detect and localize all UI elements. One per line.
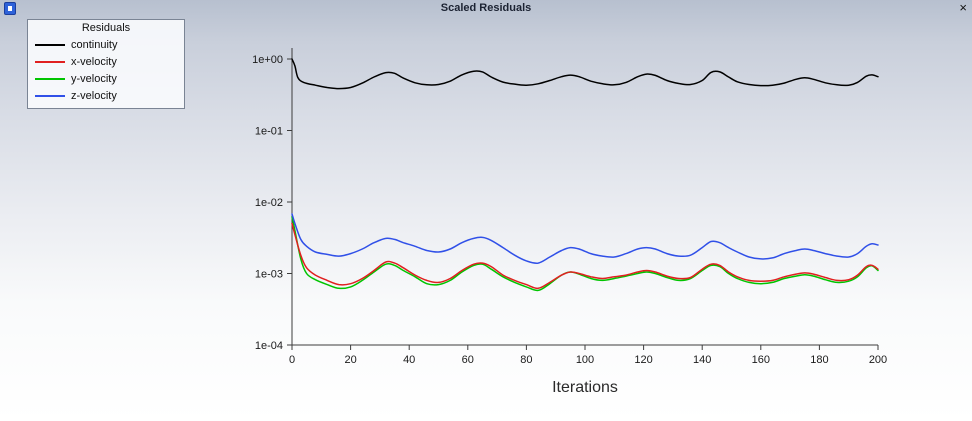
legend-item-label: y-velocity <box>71 72 117 85</box>
series-continuity <box>291 58 879 90</box>
x-tick-label: 160 <box>752 354 770 366</box>
legend-items: continuity x-velocity y-velocity z-velocity <box>28 36 184 104</box>
series-x-velocity <box>291 222 879 290</box>
legend-item-label: z-velocity <box>71 89 117 102</box>
x-axis-label: Iterations <box>552 379 618 396</box>
x-tick-label: 180 <box>810 354 828 366</box>
legend-item: continuity <box>28 36 184 53</box>
legend-line-sample <box>35 77 65 80</box>
x-tick-label: 100 <box>576 354 594 366</box>
window-icon[interactable] <box>4 2 16 15</box>
y-tick-label: 1e-01 <box>255 126 283 138</box>
x-tick-label: 40 <box>403 354 415 366</box>
close-icon[interactable]: × <box>959 0 967 15</box>
legend-item-label: continuity <box>71 38 118 51</box>
y-tick-label: 1e-04 <box>255 340 283 352</box>
legend-item: x-velocity <box>28 53 184 70</box>
x-tick-label: 0 <box>289 354 295 366</box>
x-tick-label: 120 <box>634 354 652 366</box>
x-tick-label: 80 <box>520 354 532 366</box>
page-title: Scaled Residuals <box>440 2 532 14</box>
legend-item: z-velocity <box>28 87 184 104</box>
legend-item: y-velocity <box>28 70 184 87</box>
series-y-velocity <box>291 216 879 292</box>
axis-lines <box>291 48 878 346</box>
y-tick-label: 1e+00 <box>252 54 283 66</box>
x-tick-label: 140 <box>693 354 711 366</box>
x-tick-label: 20 <box>344 354 356 366</box>
legend-title: Residuals <box>81 22 131 34</box>
legend-item-label: x-velocity <box>71 55 117 68</box>
x-tick-label: 60 <box>462 354 474 366</box>
y-tick-label: 1e-03 <box>255 269 283 281</box>
y-tick-label: 1e-02 <box>255 197 283 209</box>
legend-line-sample <box>35 43 65 46</box>
x-tick-label: 200 <box>869 354 887 366</box>
window-icon-glyph <box>8 6 12 11</box>
window-titlebar: Scaled Residuals × <box>0 0 972 16</box>
legend-line-sample <box>35 94 65 97</box>
series-z-velocity <box>291 213 879 264</box>
legend-line-sample <box>35 60 65 63</box>
legend-box: Residuals continuity x-velocity y-velocity… <box>27 19 185 109</box>
